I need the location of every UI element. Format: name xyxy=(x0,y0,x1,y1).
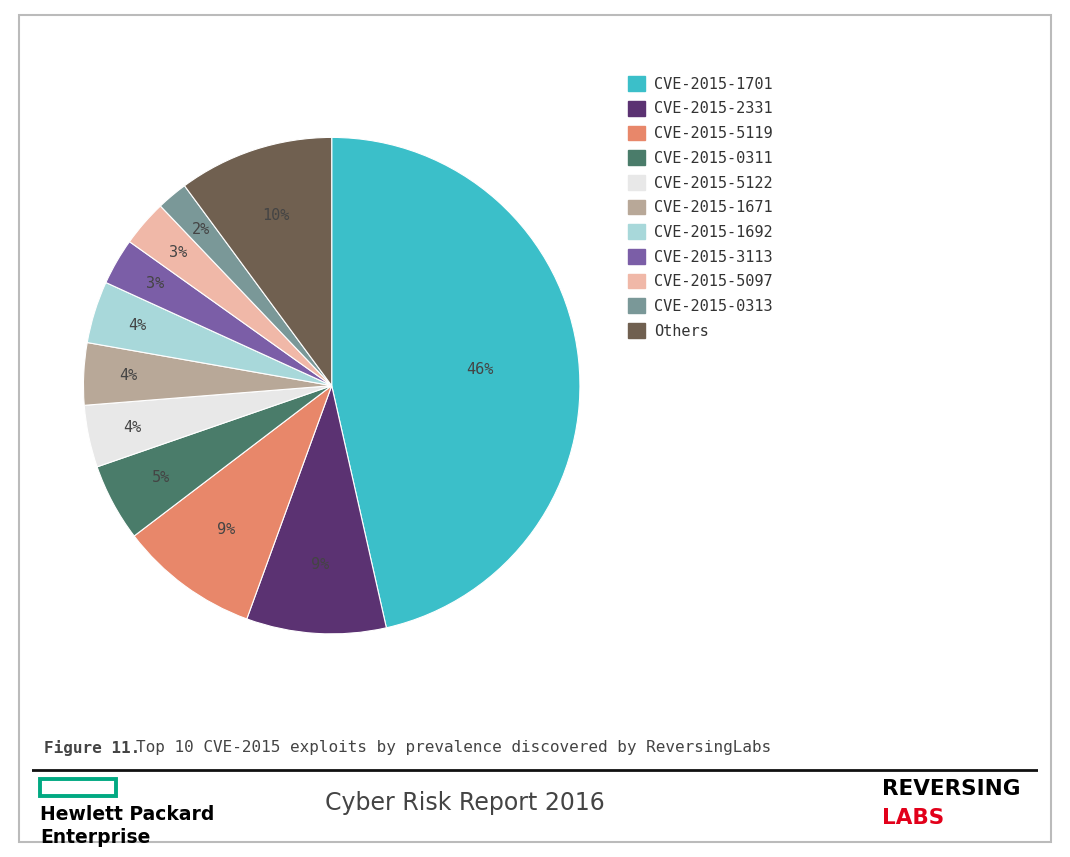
Text: LABS: LABS xyxy=(882,807,944,828)
Text: 4%: 4% xyxy=(123,420,141,434)
Text: 5%: 5% xyxy=(152,470,170,484)
Wedge shape xyxy=(129,206,332,386)
Text: 10%: 10% xyxy=(262,208,290,224)
Wedge shape xyxy=(160,186,332,386)
Text: Enterprise: Enterprise xyxy=(41,828,151,847)
Legend: CVE-2015-1701, CVE-2015-2331, CVE-2015-5119, CVE-2015-0311, CVE-2015-5122, CVE-2: CVE-2015-1701, CVE-2015-2331, CVE-2015-5… xyxy=(628,76,773,339)
Wedge shape xyxy=(332,137,580,628)
Text: 3%: 3% xyxy=(147,276,165,291)
Wedge shape xyxy=(106,242,332,386)
Text: Hewlett Packard: Hewlett Packard xyxy=(41,805,214,824)
Text: 2%: 2% xyxy=(192,222,210,237)
Wedge shape xyxy=(83,343,332,405)
Wedge shape xyxy=(134,386,332,619)
Text: 4%: 4% xyxy=(128,318,147,333)
Text: 9%: 9% xyxy=(311,556,330,572)
Text: Figure 11.: Figure 11. xyxy=(44,740,140,756)
Text: 9%: 9% xyxy=(216,522,234,537)
Wedge shape xyxy=(247,386,386,634)
Text: Top 10 CVE-2015 exploits by prevalence discovered by ReversingLabs: Top 10 CVE-2015 exploits by prevalence d… xyxy=(136,740,771,755)
Wedge shape xyxy=(88,283,332,386)
Wedge shape xyxy=(85,386,332,467)
Text: 3%: 3% xyxy=(169,245,187,260)
Wedge shape xyxy=(97,386,332,536)
Text: REVERSING: REVERSING xyxy=(882,779,1021,800)
Text: Cyber Risk Report 2016: Cyber Risk Report 2016 xyxy=(324,791,605,816)
Text: 46%: 46% xyxy=(467,362,493,376)
Text: 4%: 4% xyxy=(119,369,138,383)
Wedge shape xyxy=(184,137,332,386)
